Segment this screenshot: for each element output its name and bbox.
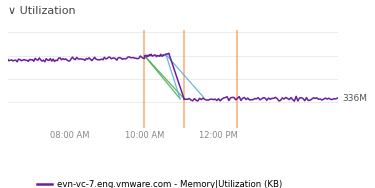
Text: 336M: 336M	[342, 94, 368, 103]
Text: ∨ Utilization: ∨ Utilization	[8, 6, 75, 16]
Legend: evn-vc-7.eng.vmware.com - Memory|Utilization (KB): evn-vc-7.eng.vmware.com - Memory|Utiliza…	[33, 176, 285, 188]
